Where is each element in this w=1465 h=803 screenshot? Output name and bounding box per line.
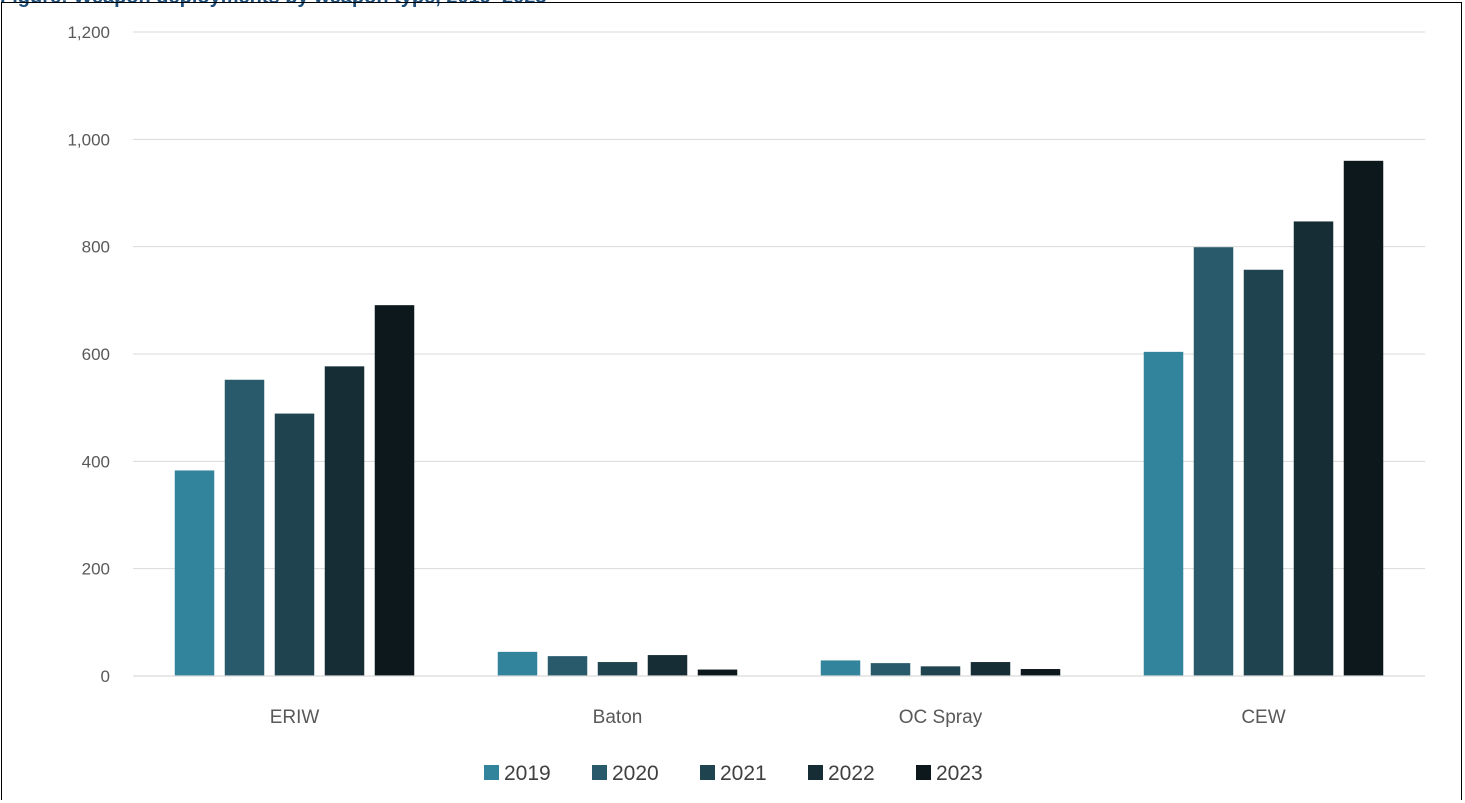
- x-axis-categories: ERIW Baton OC Spray CEW: [270, 707, 1286, 728]
- bar: [1243, 269, 1284, 676]
- bar: [697, 669, 738, 676]
- bar: [1293, 221, 1334, 676]
- y-tick-label: 1,200: [67, 23, 110, 42]
- y-tick-label: 0: [101, 667, 110, 686]
- y-tick-label: 800: [82, 238, 110, 257]
- legend-label: 2020: [612, 762, 659, 785]
- legend-swatch: [700, 765, 715, 780]
- bar: [970, 662, 1011, 676]
- bar: [224, 379, 265, 676]
- y-tick-label: 400: [82, 452, 110, 471]
- legend-label: 2021: [720, 762, 767, 785]
- legend-label: 2019: [504, 762, 551, 785]
- bar: [547, 656, 588, 676]
- legend-swatch: [484, 765, 499, 780]
- y-axis-ticks: 0 200 400 600 800 1,000 1,200: [67, 23, 110, 686]
- y-tick-label: 600: [82, 345, 110, 364]
- bar: [920, 666, 961, 676]
- bar: [374, 305, 415, 676]
- bar: [1020, 669, 1061, 676]
- bars: [174, 160, 1384, 677]
- x-category-label: ERIW: [270, 707, 320, 728]
- chart-title: Figure: Weapon deployments by weapon typ…: [0, 0, 546, 9]
- bar: [1143, 351, 1184, 676]
- bar: [497, 651, 538, 676]
- bar: [274, 413, 315, 676]
- chart-title-strip: Figure: Weapon deployments by weapon typ…: [0, 0, 1465, 10]
- bar: [324, 366, 365, 676]
- bar: [174, 470, 215, 676]
- bar: [647, 655, 688, 676]
- x-category-label: OC Spray: [899, 707, 983, 728]
- bar: [820, 660, 861, 676]
- bar: [597, 662, 638, 676]
- legend: 2019 2020 2021 2022 2023: [484, 762, 983, 785]
- legend-swatch: [808, 765, 823, 780]
- x-category-label: CEW: [1241, 707, 1285, 728]
- legend-label: 2023: [936, 762, 983, 785]
- legend-swatch: [592, 765, 607, 780]
- bar: [870, 663, 911, 676]
- y-tick-label: 200: [82, 560, 110, 579]
- x-category-label: Baton: [593, 707, 643, 728]
- legend-label: 2022: [828, 762, 875, 785]
- bar: [1193, 247, 1234, 676]
- y-tick-label: 1,000: [67, 130, 110, 149]
- bar: [1343, 160, 1384, 677]
- legend-swatch: [916, 765, 931, 780]
